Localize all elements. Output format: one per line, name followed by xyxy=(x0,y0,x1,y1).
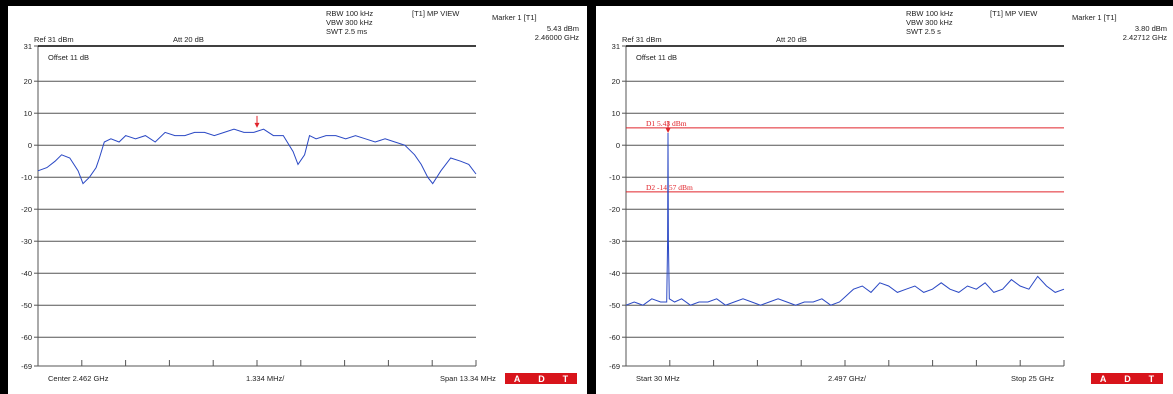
marker-freq: 2.42712 GHz xyxy=(1122,33,1167,42)
marker-level: 5.43 dBm xyxy=(546,24,579,33)
y-tick-label: -69 xyxy=(609,362,620,371)
footer-start: Start 30 MHz xyxy=(636,374,680,383)
spectrum-panel-2: RBW 100 kHz VBW 300 kHz SWT 2.5 s [T1] M… xyxy=(596,6,1173,394)
y-tick-label: 0 xyxy=(616,141,620,150)
marker-label: Marker 1 [T1] xyxy=(492,13,537,22)
y-tick-label: -69 xyxy=(21,362,32,371)
y-tick-label: 20 xyxy=(24,77,32,86)
rbw-label: RBW 100 kHz xyxy=(326,9,374,18)
marker-freq: 2.46000 GHz xyxy=(534,33,579,42)
y-tick-label: -20 xyxy=(21,205,32,214)
footer-stop: Stop 25 GHz xyxy=(1011,374,1054,383)
footer-span: Span 13.34 MHz xyxy=(440,374,496,383)
y-tick-label: -60 xyxy=(21,333,32,342)
offset-label: Offset 11 dB xyxy=(48,53,89,62)
y-tick-label: 0 xyxy=(28,141,32,150)
display-line-label: D1 5.43 dBm xyxy=(646,119,687,128)
spectrum-plot-1: 31 20 10 0 -10 -20 -30 -40 -50 -60 -69 xyxy=(21,42,477,371)
attenuation-label: Att 20 dB xyxy=(173,35,204,44)
trace-mode-label: [T1] MP VIEW xyxy=(990,9,1038,18)
y-tick-label: -30 xyxy=(609,237,620,246)
footer-center: Center 2.462 GHz xyxy=(48,374,109,383)
attenuation-label: Att 20 dB xyxy=(776,35,807,44)
y-tick-label: 10 xyxy=(24,109,32,118)
y-tick-label: -50 xyxy=(609,301,620,310)
vbw-label: VBW 300 kHz xyxy=(906,18,953,27)
footer-div: 1.334 MHz/ xyxy=(246,374,285,383)
y-tick-label: 31 xyxy=(24,42,32,51)
y-tick-label: -50 xyxy=(21,301,32,310)
spectrum-panel-1: RBW 100 kHz VBW 300 kHz SWT 2.5 ms [T1] … xyxy=(8,6,587,394)
marker-point xyxy=(254,122,260,128)
y-tick-label: 31 xyxy=(612,42,620,51)
marker-point xyxy=(665,128,671,134)
y-tick-label: -30 xyxy=(21,237,32,246)
y-tick-label: -40 xyxy=(609,269,620,278)
offset-label: Offset 11 dB xyxy=(636,53,677,62)
y-tick-label: -20 xyxy=(609,205,620,214)
y-tick-label: 20 xyxy=(612,77,620,86)
marker-level: 3.80 dBm xyxy=(1134,24,1167,33)
swt-label: SWT 2.5 ms xyxy=(326,27,368,36)
ref-level-label: Ref 31 dBm xyxy=(622,35,662,44)
trace-line xyxy=(37,128,477,185)
vbw-label: VBW 300 kHz xyxy=(326,18,373,27)
swt-label: SWT 2.5 s xyxy=(906,27,941,36)
y-tick-label: -40 xyxy=(21,269,32,278)
display-line-label: D2 -14.57 dBm xyxy=(646,183,693,192)
y-tick-label: -10 xyxy=(21,173,32,182)
ref-level-label: Ref 31 dBm xyxy=(34,35,74,44)
spectrum-plot-2: 31 20 10 0 -10 -20 -30 -40 -50 -60 -69 D1 5.43 dBm D… xyxy=(609,42,1065,371)
rbw-label: RBW 100 kHz xyxy=(906,9,954,18)
trace-mode-label: [T1] MP VIEW xyxy=(412,9,460,18)
y-tick-label: -60 xyxy=(609,333,620,342)
trace-line xyxy=(625,132,1065,306)
y-tick-label: 10 xyxy=(612,109,620,118)
y-tick-label: -10 xyxy=(609,173,620,182)
footer-div: 2.497 GHz/ xyxy=(828,374,866,383)
marker-label: Marker 1 [T1] xyxy=(1072,13,1117,22)
